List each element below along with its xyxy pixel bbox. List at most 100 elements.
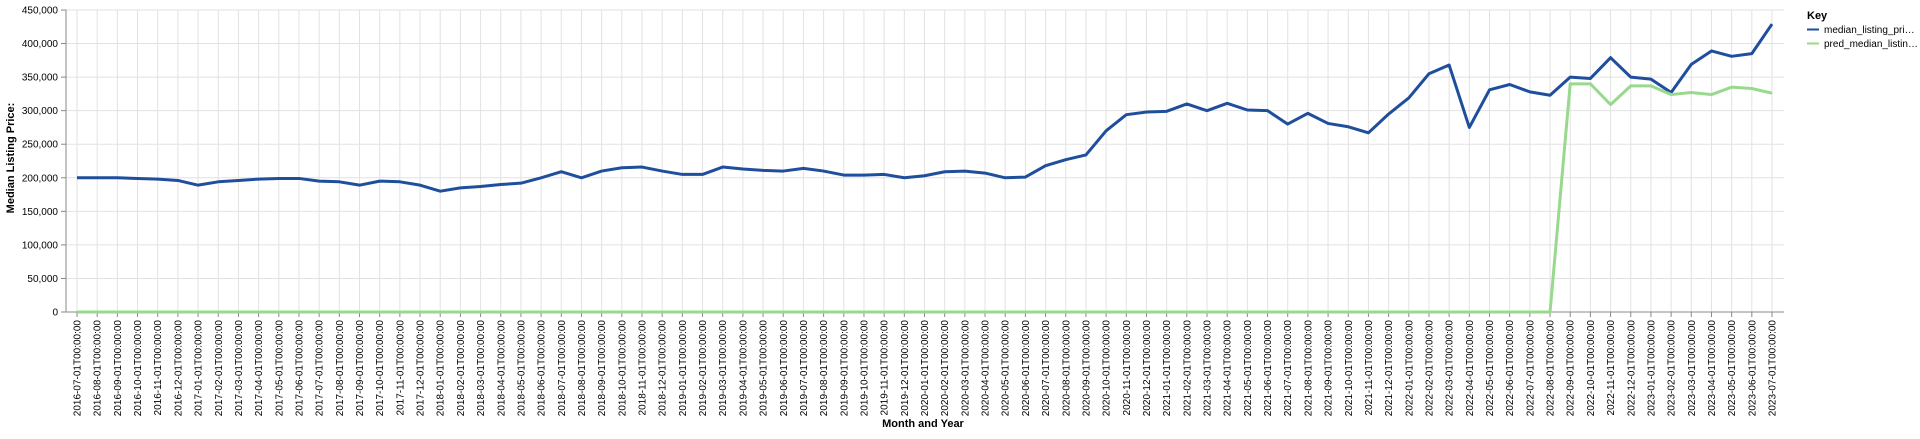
x-tick-label: 2018-08-01T00:00:00 [577,320,588,417]
y-tick-label: 200,000 [22,173,59,184]
x-tick-label: 2017-03-01T00:00:00 [234,320,245,417]
x-tick-label: 2023-03-01T00:00:00 [1687,320,1698,417]
x-tick-label: 2021-02-01T00:00:00 [1182,320,1193,417]
x-tick-label: 2023-02-01T00:00:00 [1667,320,1678,417]
y-tick-label: 100,000 [22,240,59,251]
x-tick-label: 2018-09-01T00:00:00 [597,320,608,417]
x-tick-label: 2016-11-01T00:00:00 [153,320,164,416]
x-tick-label: 2022-02-01T00:00:00 [1424,320,1435,417]
y-tick-label: 0 [52,308,58,319]
x-tick-label: 2022-04-01T00:00:00 [1465,320,1476,417]
y-tick-label: 300,000 [22,106,59,117]
x-tick-label: 2019-06-01T00:00:00 [779,320,790,417]
x-tick-label: 2019-08-01T00:00:00 [819,320,830,417]
x-tick-label: 2020-12-01T00:00:00 [1142,320,1153,417]
x-tick-label: 2017-11-01T00:00:00 [395,320,406,416]
x-tick-label: 2021-07-01T00:00:00 [1283,320,1294,417]
x-tick-label: 2018-06-01T00:00:00 [537,320,548,417]
x-tick-label: 2019-11-01T00:00:00 [880,320,891,416]
y-tick-label: 450,000 [22,6,59,17]
x-tick-label: 2021-03-01T00:00:00 [1203,320,1214,417]
x-tick-label: 2021-05-01T00:00:00 [1243,320,1254,417]
y-axis-title: Median Listing Price: [5,103,17,214]
x-tick-label: 2016-10-01T00:00:00 [133,320,144,417]
x-tick-label: 2021-12-01T00:00:00 [1384,320,1395,417]
x-tick-label: 2022-09-01T00:00:00 [1566,320,1577,417]
x-tick-label: 2017-02-01T00:00:00 [214,320,225,417]
x-tick-label: 2019-02-01T00:00:00 [698,320,709,417]
y-tick-label: 350,000 [22,73,59,84]
x-tick-label: 2022-01-01T00:00:00 [1404,320,1415,417]
x-tick-label: 2021-11-01T00:00:00 [1364,320,1375,416]
x-tick-label: 2017-08-01T00:00:00 [335,320,346,417]
x-tick-label: 2018-02-01T00:00:00 [456,320,467,417]
x-tick-label: 2019-09-01T00:00:00 [839,320,850,417]
x-tick-label: 2020-08-01T00:00:00 [1061,320,1072,417]
x-tick-label: 2020-02-01T00:00:00 [940,320,951,417]
x-tick-label: 2021-08-01T00:00:00 [1303,320,1314,417]
x-tick-label: 2022-03-01T00:00:00 [1445,320,1456,417]
x-tick-label: 2018-10-01T00:00:00 [617,320,628,417]
x-tick-label: 2023-05-01T00:00:00 [1727,320,1738,417]
x-tick-label: 2020-03-01T00:00:00 [960,320,971,417]
legend: Key median_listing_pri… pred_median_listi… [1807,10,1918,50]
x-axis-title: Month and Year [882,418,964,430]
x-tick-label: 2020-10-01T00:00:00 [1102,320,1113,417]
x-tick-label: 2022-12-01T00:00:00 [1626,320,1637,417]
x-tick-label: 2022-05-01T00:00:00 [1485,320,1496,417]
x-tick-label: 2022-11-01T00:00:00 [1606,320,1617,416]
x-tick-label: 2020-05-01T00:00:00 [1001,320,1012,417]
x-tick-label: 2019-01-01T00:00:00 [678,320,689,417]
y-tick-label: 150,000 [22,207,59,218]
x-tick-label: 2019-05-01T00:00:00 [759,320,770,417]
series-line-1 [77,23,1774,193]
x-tick-label: 2020-11-01T00:00:00 [1122,320,1133,416]
legend-label: pred_median_listin… [1824,39,1918,50]
x-tick-label: 2022-08-01T00:00:00 [1546,320,1557,417]
x-tick-label: 2017-12-01T00:00:00 [416,320,427,417]
x-tick-label: 2023-01-01T00:00:00 [1646,320,1657,417]
x-tick-label: 2017-01-01T00:00:00 [194,320,205,417]
legend-entries: median_listing_pri… pred_median_listin… [1807,25,1918,50]
x-tick-label: 2019-10-01T00:00:00 [859,320,870,417]
x-tick-label: 2023-06-01T00:00:00 [1747,320,1758,417]
x-tick-label: 2020-09-01T00:00:00 [1081,320,1092,417]
gridlines [66,9,1784,313]
x-tick-label: 2020-01-01T00:00:00 [920,320,931,417]
x-tick-label: 2018-01-01T00:00:00 [436,320,447,417]
x-tick-label: 2018-05-01T00:00:00 [516,320,527,417]
y-tick-label: 250,000 [22,140,59,151]
x-tick-label: 2019-12-01T00:00:00 [900,320,911,417]
x-tick-label: 2019-03-01T00:00:00 [718,320,729,417]
x-tick-label: 2023-07-01T00:00:00 [1768,320,1779,417]
x-tick-label: 2022-06-01T00:00:00 [1505,320,1516,417]
x-tick-label: 2016-12-01T00:00:00 [173,320,184,417]
x-tick-label: 2021-04-01T00:00:00 [1223,320,1234,417]
x-tick-label: 2016-07-01T00:00:00 [73,320,84,417]
x-tick-label: 2016-08-01T00:00:00 [93,320,104,417]
x-tick-label: 2020-06-01T00:00:00 [1021,320,1032,417]
y-tick-label: 50,000 [27,274,58,285]
axes: 0 50,000 100,000 150,000 200,000 250,000 300,0… [22,6,1784,417]
x-tick-label: 2018-07-01T00:00:00 [557,320,568,417]
series-lines [77,23,1774,314]
legend-label: median_listing_pri… [1824,25,1915,36]
x-tick-label: 2017-07-01T00:00:00 [315,320,326,417]
y-tick-label: 400,000 [22,39,59,50]
x-tick-label: 2021-06-01T00:00:00 [1263,320,1274,417]
x-tick-label: 2021-09-01T00:00:00 [1324,320,1335,417]
x-tick-label: 2020-04-01T00:00:00 [981,320,992,417]
x-tick-label: 2023-04-01T00:00:00 [1707,320,1718,417]
x-tick-label: 2017-10-01T00:00:00 [375,320,386,417]
x-tick-label: 2016-09-01T00:00:00 [113,320,124,417]
x-tick-label: 2021-10-01T00:00:00 [1344,320,1355,417]
x-tick-label: 2018-11-01T00:00:00 [638,320,649,416]
x-tick-label: 2017-04-01T00:00:00 [254,320,265,417]
x-tick-label: 2021-01-01T00:00:00 [1162,320,1173,417]
x-tick-label: 2020-07-01T00:00:00 [1041,320,1052,417]
x-tick-label: 2017-06-01T00:00:00 [294,320,305,417]
x-tick-label: 2018-04-01T00:00:00 [496,320,507,417]
x-tick-label: 2017-05-01T00:00:00 [274,320,285,417]
series-line-2 [77,82,1773,314]
